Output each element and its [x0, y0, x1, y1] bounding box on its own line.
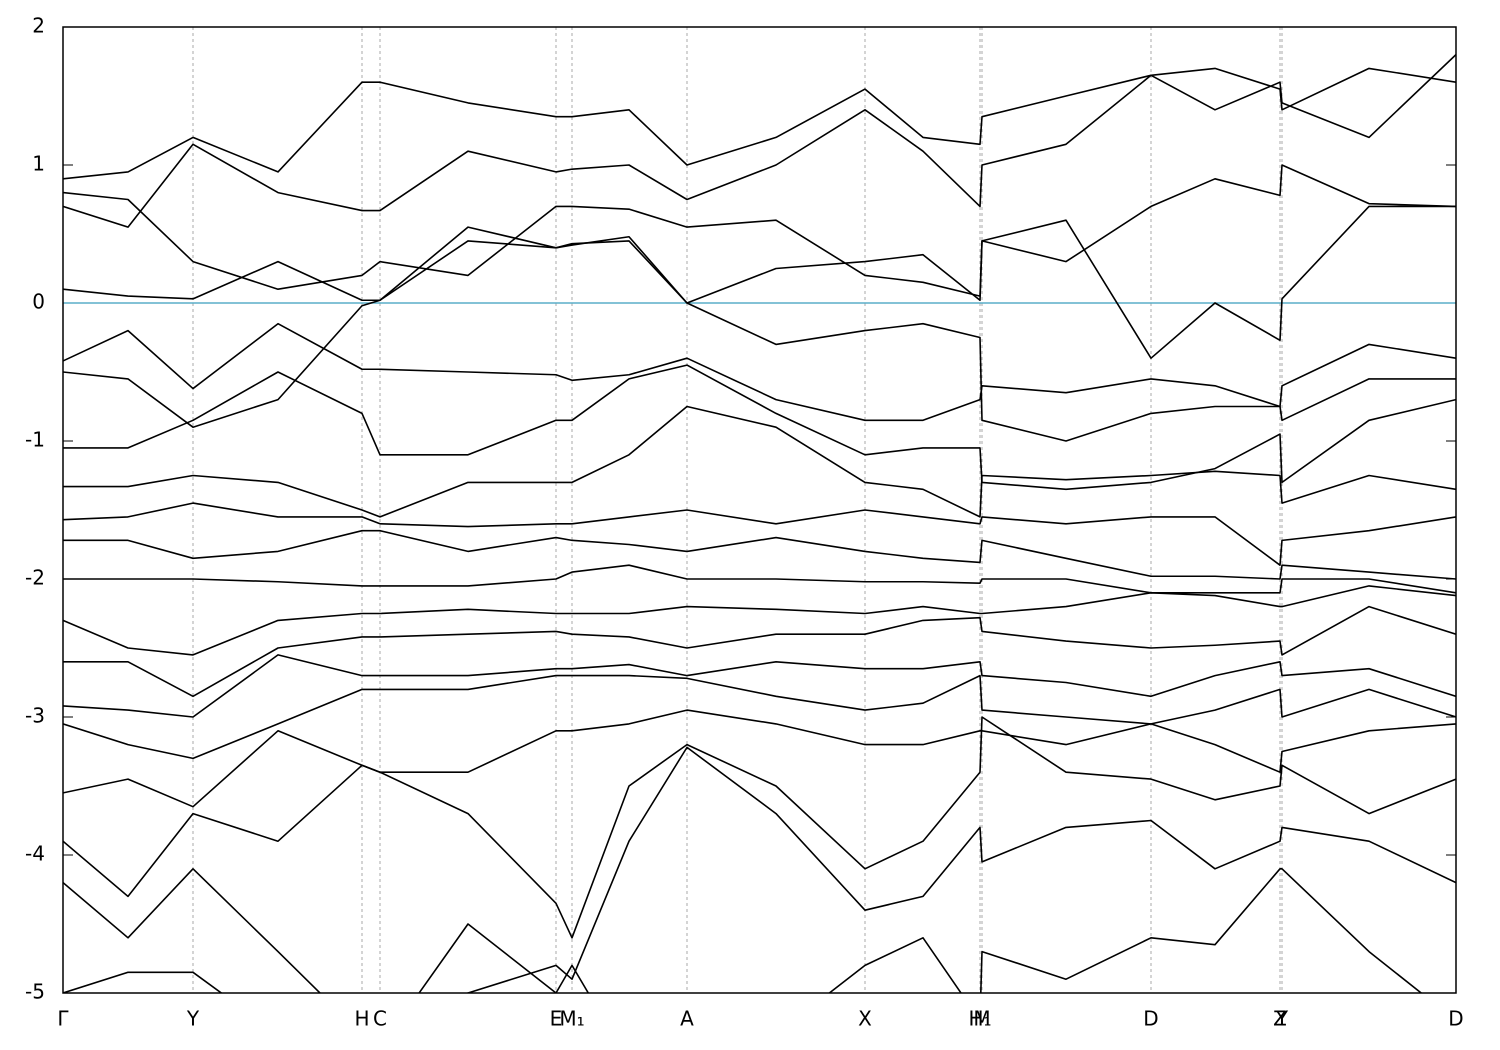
x-tick-label: X: [858, 1007, 872, 1031]
x-tick-label: D: [1143, 1007, 1158, 1031]
band-line: [63, 54, 1456, 228]
x-tick-label: M₁: [559, 1007, 584, 1031]
y-tick-label: -1: [25, 428, 45, 452]
x-tick-label: H: [354, 1007, 369, 1031]
band-line: [63, 164, 1456, 297]
x-tick-label: M: [973, 1007, 990, 1031]
x-tick-label: Y: [1275, 1007, 1289, 1031]
bands: [63, 54, 1456, 993]
band-line: [63, 322, 1456, 422]
band-line: [63, 529, 1456, 580]
x-tick-label: E: [550, 1007, 563, 1031]
x-tick-label: Y: [186, 1007, 200, 1031]
band-line: [63, 235, 1456, 442]
x-tick-label: D: [1448, 1007, 1463, 1031]
band-line: [63, 564, 1456, 594]
y-tick-label: 2: [32, 14, 45, 38]
x-tick-label: A: [680, 1007, 694, 1031]
y-tick-label: 0: [32, 290, 45, 314]
band-line: [63, 605, 1456, 698]
y-tick-label: 1: [32, 152, 45, 176]
y-tick-label: -4: [25, 842, 45, 866]
tick-labels: 210-1-2-3-4-5Γ Y H C EM₁ A X H₁M D ZY D: [25, 14, 1464, 1031]
band-line: [63, 709, 1456, 808]
band-line: [63, 502, 1456, 566]
band-line: [63, 674, 1456, 760]
band-line: [63, 205, 1456, 359]
y-tick-label: -5: [25, 980, 45, 1004]
x-tick-label: Γ: [57, 1007, 69, 1031]
band-line: [63, 716, 1456, 939]
band-line: [63, 654, 1456, 718]
y-tick-label: -2: [25, 566, 45, 590]
band-line: [63, 405, 1456, 518]
x-tick-label: Z: [1273, 1007, 1287, 1031]
band-line: [63, 67, 1456, 180]
y-tick-label: -3: [25, 704, 45, 728]
plot-frame: [62, 26, 1457, 994]
x-tick-label: C: [373, 1007, 387, 1031]
band-line: [63, 585, 1456, 656]
band-line: [63, 868, 1423, 993]
band-line: [63, 364, 1456, 491]
band-line: [63, 746, 1456, 993]
x-tick-label: H₁: [968, 1007, 991, 1031]
